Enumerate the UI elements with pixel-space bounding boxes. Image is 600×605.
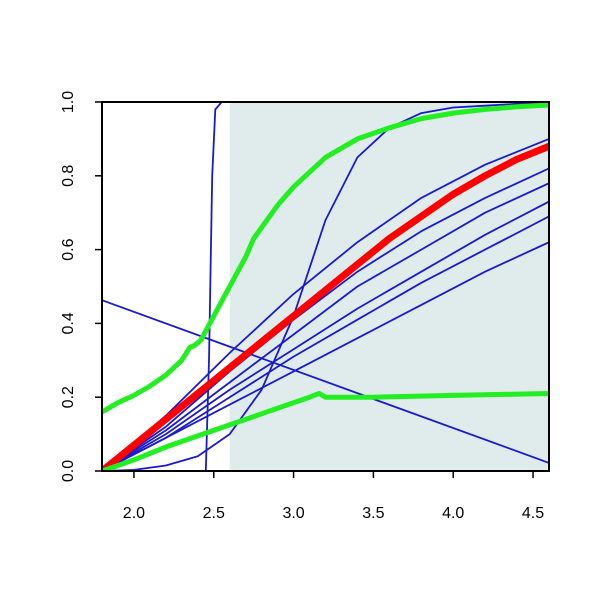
plot-frame	[101, 101, 550, 472]
shaded-region-layer	[229, 102, 549, 471]
x-tick-label: 4.5	[522, 505, 544, 522]
series-line-blue-2	[102, 102, 549, 471]
series-line-blue-6	[102, 200, 549, 471]
x-tick-label: 2.5	[203, 505, 225, 522]
axes-layer: 2.0 2.5 3.0 3.5 4.0 4.5 0.0 0.2 0.4 0.6 0.8 1.0	[60, 91, 550, 522]
series-line-blue-3	[102, 137, 549, 471]
shaded-region	[229, 102, 549, 471]
series-line-blue-1	[102, 299, 549, 464]
x-tick-label: 2.0	[123, 505, 145, 522]
x-tick-label: 3.5	[362, 505, 384, 522]
series-line-blue-5	[102, 182, 549, 471]
series-layer	[102, 102, 549, 471]
series-line-blue-8	[102, 241, 549, 471]
series-line-green-11	[102, 391, 549, 471]
y-tick-label: 1.0	[60, 91, 77, 113]
x-tick-label: 4.0	[442, 505, 464, 522]
series-line-red-9	[102, 142, 549, 471]
series-line-blue-7	[102, 215, 549, 471]
y-tick-label: 0.6	[60, 238, 77, 260]
y-tick-label: 0.8	[60, 165, 77, 187]
y-tick-label: 0.0	[60, 460, 77, 482]
x-tick-label: 3.0	[282, 505, 304, 522]
series-line-blue-4	[102, 167, 549, 471]
y-tick-label: 0.4	[60, 312, 77, 334]
series-line-green-10	[102, 102, 549, 415]
y-tick-label: 0.2	[60, 386, 77, 408]
